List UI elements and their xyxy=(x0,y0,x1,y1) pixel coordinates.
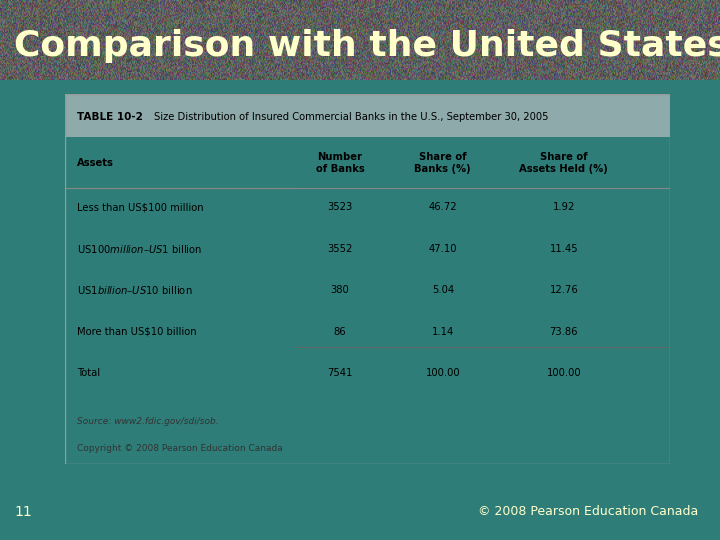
Text: Share of
Banks (%): Share of Banks (%) xyxy=(415,152,471,174)
Text: Copyright © 2008 Pearson Education Canada: Copyright © 2008 Pearson Education Canad… xyxy=(77,444,283,454)
Text: 11: 11 xyxy=(14,505,32,519)
Text: Assets: Assets xyxy=(77,158,114,168)
Text: 7541: 7541 xyxy=(328,368,353,378)
Text: Comparison with the United States: Comparison with the United States xyxy=(14,29,720,63)
Text: 11.45: 11.45 xyxy=(549,244,578,254)
Text: 46.72: 46.72 xyxy=(428,202,457,212)
Text: 12.76: 12.76 xyxy=(549,285,578,295)
Text: Share of
Assets Held (%): Share of Assets Held (%) xyxy=(519,152,608,174)
Text: 86: 86 xyxy=(333,327,346,336)
Text: 3552: 3552 xyxy=(328,244,353,254)
Text: Source: www2.fdic.gov/sdi/sob.: Source: www2.fdic.gov/sdi/sob. xyxy=(77,417,219,427)
Text: Less than US$100 million: Less than US$100 million xyxy=(77,202,204,212)
Text: 100.00: 100.00 xyxy=(546,368,581,378)
Text: 47.10: 47.10 xyxy=(428,244,457,254)
Text: US$1 billion–US$10 billion: US$1 billion–US$10 billion xyxy=(77,284,192,296)
Text: 5.04: 5.04 xyxy=(432,285,454,295)
Text: 3523: 3523 xyxy=(328,202,353,212)
Text: © 2008 Pearson Education Canada: © 2008 Pearson Education Canada xyxy=(478,505,698,518)
Text: 1.92: 1.92 xyxy=(552,202,575,212)
Text: Total: Total xyxy=(77,368,100,378)
Text: Number
of Banks: Number of Banks xyxy=(315,152,364,174)
Text: 380: 380 xyxy=(330,285,349,295)
Text: US$100 million–US$1 billion: US$100 million–US$1 billion xyxy=(77,243,202,255)
Text: 73.86: 73.86 xyxy=(549,327,578,336)
Text: 100.00: 100.00 xyxy=(426,368,460,378)
Text: More than US$10 billion: More than US$10 billion xyxy=(77,327,197,336)
Text: 1.14: 1.14 xyxy=(432,327,454,336)
Text: TABLE 10-2: TABLE 10-2 xyxy=(77,112,143,123)
FancyBboxPatch shape xyxy=(65,94,670,137)
Text: Size Distribution of Insured Commercial Banks in the U.S., September 30, 2005: Size Distribution of Insured Commercial … xyxy=(154,112,549,123)
